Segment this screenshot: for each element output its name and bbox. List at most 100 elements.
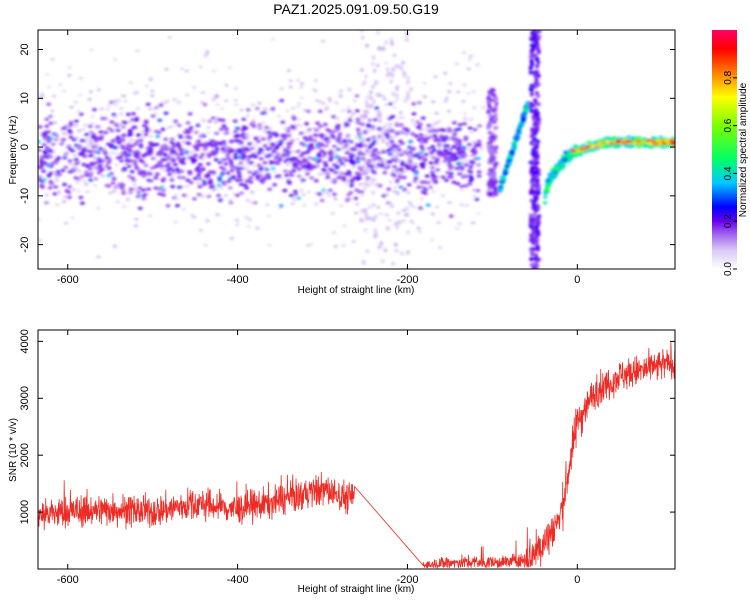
spectrogram-cell <box>118 112 124 116</box>
spectrogram-cell <box>546 182 552 187</box>
spectrogram-cell <box>377 134 382 139</box>
spectrogram-cell <box>359 154 364 159</box>
spectrogram-cell <box>129 170 135 174</box>
spectrogram-cell <box>563 150 568 155</box>
spectrogram-cell <box>416 185 422 189</box>
spectrogram-cell <box>116 152 121 156</box>
spectrogram-cell <box>420 185 426 190</box>
spectrogram-cell <box>481 106 486 110</box>
spectrogram-cell <box>492 170 497 175</box>
spectrogram-cell <box>73 100 79 104</box>
spectrogram-cell <box>286 145 291 149</box>
spectrogram-cell <box>528 66 533 71</box>
spectrogram-cell <box>44 201 49 205</box>
spectrogram-cell <box>258 135 263 139</box>
x-tick-label: -600 <box>57 274 79 286</box>
spectrogram-cell <box>462 122 467 126</box>
spectrogram-cell <box>668 138 674 143</box>
spectrogram-cell <box>366 137 371 141</box>
spectrogram-cell <box>528 70 533 75</box>
spectrogram-cell <box>345 197 351 201</box>
spectrogram-cell <box>77 152 83 156</box>
spectrogram-cell <box>134 217 139 221</box>
spectrogram-cell <box>246 224 251 228</box>
spectrogram-cell <box>97 163 103 168</box>
spectrogram-cell <box>164 147 169 151</box>
spectrogram-cell <box>476 143 482 148</box>
spectrogram-cell <box>301 193 306 197</box>
spectrogram-cell <box>462 83 467 87</box>
spectrogram-cell <box>589 144 596 148</box>
spectrogram-cell <box>229 237 234 240</box>
spectrogram-cell <box>446 109 452 113</box>
spectrogram-cell <box>322 191 327 195</box>
spectrogram-cell <box>211 188 216 192</box>
spectrogram-cell <box>366 129 371 134</box>
spectrogram-cell <box>80 128 86 132</box>
spectrogram-cell <box>328 158 333 162</box>
spectrogram-cell <box>176 170 182 174</box>
spectrogram-cell <box>187 170 193 174</box>
spectrogram-cell <box>169 137 175 141</box>
spectrogram-cell <box>214 131 220 135</box>
spectrogram-cell <box>310 164 316 168</box>
spectrogram-cell <box>88 171 94 175</box>
spectrogram-cell <box>398 185 404 189</box>
spectrogram-cell <box>536 30 542 34</box>
spectrogram-cell <box>373 214 378 219</box>
spectrogram-cell <box>531 206 536 211</box>
spectrogram-cell <box>115 128 121 132</box>
spectrogram-cell <box>224 99 229 103</box>
spectrogram-cell <box>45 73 50 76</box>
spectrogram-cell <box>286 126 292 130</box>
spectrogram-cell <box>321 102 326 105</box>
spectrogram-cell <box>188 126 194 130</box>
spectrogram-cell <box>459 203 464 207</box>
spectrogram-cell <box>164 164 170 168</box>
spectrogram-cell <box>404 212 409 217</box>
spectrogram-cell <box>112 99 118 103</box>
spectrogram-cell <box>494 187 499 192</box>
spectrogram-cell <box>114 115 119 119</box>
spectrogram-cell <box>67 66 72 70</box>
spectrogram-cell <box>216 194 222 198</box>
spectrogram-cell <box>432 148 437 152</box>
spectrogram-cell <box>306 190 312 194</box>
spectrogram-cell <box>123 99 128 103</box>
spectrogram-cell <box>347 118 353 122</box>
spectrogram-cell <box>284 153 290 157</box>
spectrogram-cell <box>112 189 117 193</box>
spectrogram-cell <box>376 30 380 35</box>
spectrogram-cell <box>338 94 343 98</box>
spectrogram-cell <box>44 117 50 121</box>
spectrogram-cell <box>510 146 516 150</box>
spectrogram-cell <box>55 170 61 174</box>
spectrogram-cell <box>550 168 555 172</box>
spectrogram-cell <box>188 151 193 155</box>
spectrogram-cell <box>365 177 370 182</box>
spectrogram-cell <box>434 111 439 115</box>
spectrogram-cell <box>52 121 58 125</box>
spectrogram-cell <box>313 133 318 137</box>
spectrogram-cell <box>371 135 376 139</box>
spectrogram-cell <box>223 162 229 166</box>
spectrogram-cell <box>464 118 469 121</box>
spectrogram-cell <box>352 146 358 150</box>
spectrogram-cell <box>105 108 110 112</box>
spectrogram-cell <box>160 157 166 162</box>
spectrogram-cell <box>463 138 469 142</box>
spectrogram-cell <box>176 100 182 104</box>
spectrogram-cell <box>447 129 453 133</box>
spectrogram-cell <box>546 178 551 183</box>
spectrogram-cell <box>332 144 337 148</box>
spectrogram-cell <box>238 182 244 187</box>
spectrogram-cell <box>74 119 79 123</box>
spectrogram-cell <box>493 146 498 151</box>
spectrogram-cell <box>109 120 115 124</box>
spectrogram-cell <box>636 139 642 143</box>
spectrogram-cell <box>253 136 259 140</box>
spectrogram-cell <box>210 185 216 189</box>
spectrogram-cell <box>355 160 361 164</box>
spectrogram-cell <box>173 122 179 126</box>
spectrogram-cell <box>533 257 538 261</box>
